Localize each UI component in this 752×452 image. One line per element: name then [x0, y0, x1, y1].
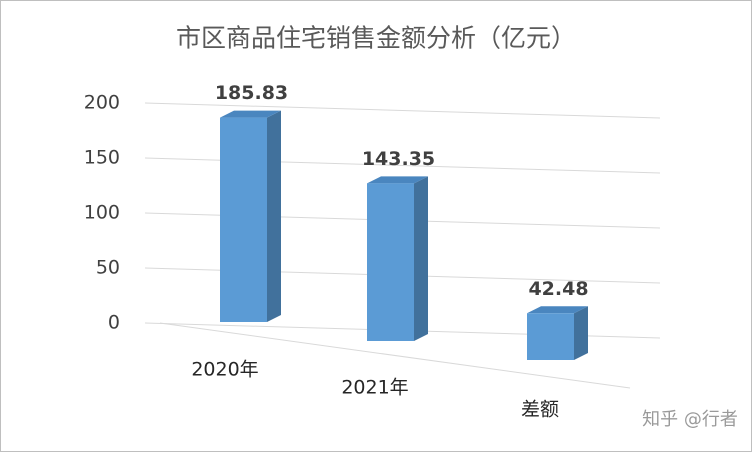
x-tick-label: 2021年: [341, 377, 408, 399]
y-tick-label: 0: [108, 312, 120, 334]
y-tick-label: 150: [84, 147, 120, 169]
value-label: 143.35: [362, 148, 435, 170]
bar: [367, 183, 414, 341]
bar-top: [367, 176, 428, 184]
watermark: 知乎 @行者: [642, 409, 738, 430]
x-tick-label: 2020年: [191, 359, 258, 381]
bar-top: [220, 110, 281, 118]
grid-line: [144, 102, 661, 119]
bar-side: [414, 176, 428, 341]
bar-side: [574, 306, 588, 360]
chart-title: 市区商品住宅销售金额分析（亿元）: [176, 24, 576, 53]
y-tick-label: 50: [96, 257, 120, 279]
x-tick-label: 差额: [521, 399, 559, 421]
bar-top: [527, 306, 588, 314]
value-label: 42.48: [528, 278, 588, 300]
bar: [220, 117, 267, 322]
bar-side: [267, 110, 281, 322]
y-tick-label: 100: [84, 202, 120, 224]
y-tick-label: 200: [84, 92, 120, 114]
floor-edge: [159, 322, 631, 389]
bar: [527, 313, 574, 360]
value-label: 185.83: [215, 82, 288, 104]
